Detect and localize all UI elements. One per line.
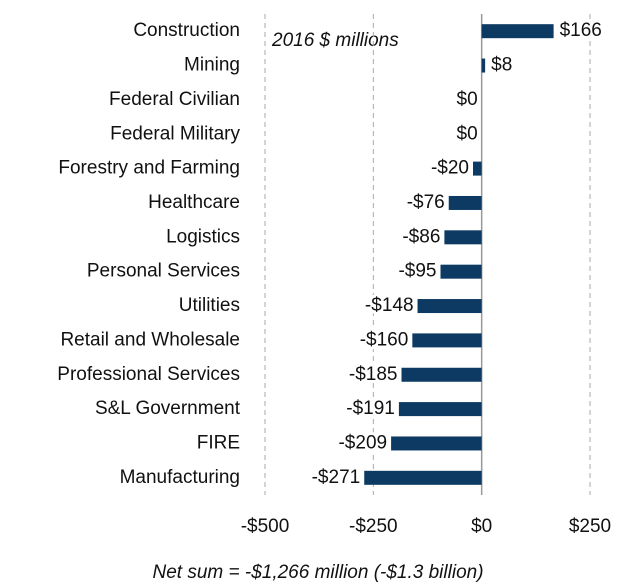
x-tick-label: $0 (471, 516, 492, 537)
bar (412, 333, 482, 348)
category-label: FIRE (197, 432, 240, 453)
bar (401, 367, 482, 382)
category-label: Federal Civilian (109, 89, 240, 110)
value-label: -$185 (349, 364, 398, 385)
x-tick-label: -$250 (349, 516, 398, 537)
category-label: Healthcare (148, 192, 240, 213)
category-label: Retail and Wholesale (60, 329, 240, 350)
bar (391, 436, 482, 451)
footnote: Net sum = -$1,266 million (-$1.3 billion… (152, 562, 483, 583)
bar (481, 24, 554, 39)
category-label: Utilities (179, 295, 240, 316)
value-label: $8 (491, 55, 512, 76)
value-label: $0 (457, 123, 478, 144)
value-label: -$191 (346, 398, 395, 419)
value-label: $0 (457, 89, 478, 110)
bar (440, 264, 482, 279)
bar (448, 195, 482, 210)
category-label: Manufacturing (120, 467, 240, 488)
unit-annotation: 2016 $ millions (271, 30, 399, 51)
category-label: Construction (133, 20, 240, 41)
bar (481, 58, 486, 73)
value-label: -$95 (398, 261, 436, 282)
bar (444, 230, 482, 245)
bar (364, 470, 482, 485)
value-label: -$271 (312, 467, 361, 488)
x-tick-label: $250 (569, 516, 611, 537)
category-label: Professional Services (57, 364, 240, 385)
bar (398, 402, 482, 417)
value-label: -$20 (431, 158, 469, 179)
value-label: -$148 (365, 295, 414, 316)
category-label: Forestry and Farming (58, 158, 240, 179)
category-label: S&L Government (95, 398, 241, 419)
value-label: -$209 (338, 432, 387, 453)
category-label: Mining (184, 55, 240, 76)
bar (473, 161, 482, 176)
bar (417, 299, 482, 314)
value-label: -$86 (402, 226, 440, 247)
value-label: $166 (560, 20, 602, 41)
x-tick-label: -$500 (241, 516, 290, 537)
category-label: Personal Services (87, 261, 240, 282)
value-label: -$160 (360, 329, 409, 350)
value-label: -$76 (407, 192, 445, 213)
category-label: Federal Military (110, 123, 240, 144)
category-label: Logistics (166, 226, 240, 247)
